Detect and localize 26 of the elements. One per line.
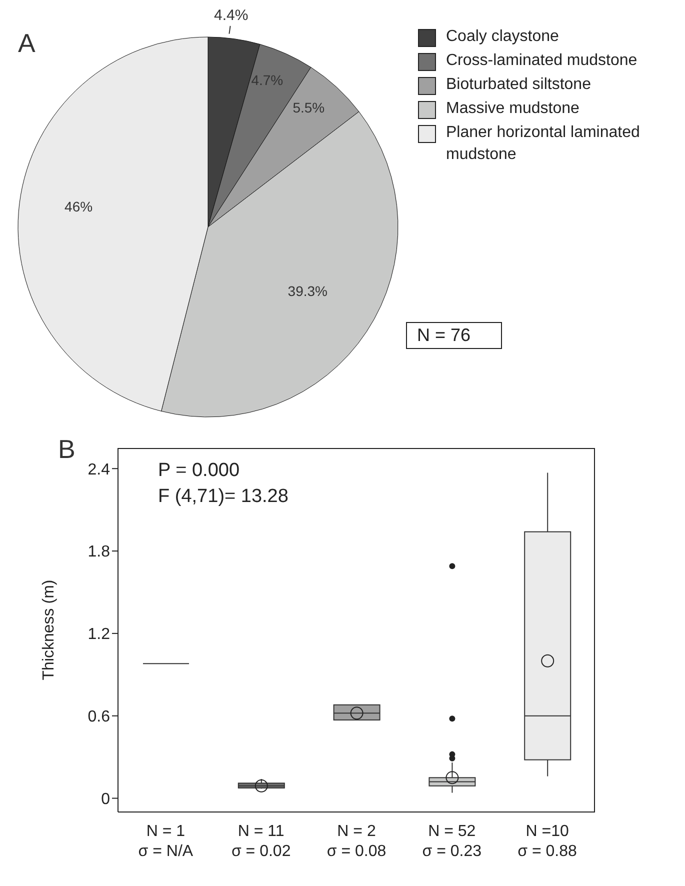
x-tick-label: N = 2 σ = 0.08 [326, 823, 386, 860]
annotation: F (4,71)= 13.28 [158, 485, 288, 509]
legend-label: Planer horizontal laminated mudstone [446, 123, 641, 165]
text: A [18, 28, 36, 59]
legend-label: Bioturbated siltstone [446, 75, 591, 95]
text: N = 76 [406, 322, 502, 349]
y-axis-title: Thickness (m) [40, 580, 58, 680]
data-label: 4.4% [214, 6, 248, 24]
legend-label: Coaly claystone [446, 27, 559, 47]
y-tick-label: 1.2 [88, 626, 110, 644]
data-label: 5.5% [292, 100, 325, 116]
legend-label: Cross-laminated mudstone [446, 51, 638, 71]
x-tick-label: N = 11 σ = 0.02 [231, 823, 291, 860]
x-tick-label: N =10 σ = 0.88 [518, 823, 578, 860]
x-tick-label: N = 52 σ = 0.23 [422, 823, 482, 860]
y-tick-label: 1.8 [88, 544, 110, 561]
y-tick-label: 2.4 [88, 461, 110, 478]
legend-label: Massive mudstone [446, 99, 580, 119]
data-label: 4.7% [251, 72, 284, 88]
y-tick-label: 0 [101, 790, 110, 808]
data-label: 46% [64, 198, 93, 214]
annotation: P = 0.000 [158, 459, 241, 483]
y-tick-label: 0.6 [88, 708, 110, 726]
chart-title: B [58, 434, 76, 465]
data-label: 39.3% [288, 283, 328, 300]
x-tick-label: N = 1 σ = N/A [138, 823, 194, 860]
